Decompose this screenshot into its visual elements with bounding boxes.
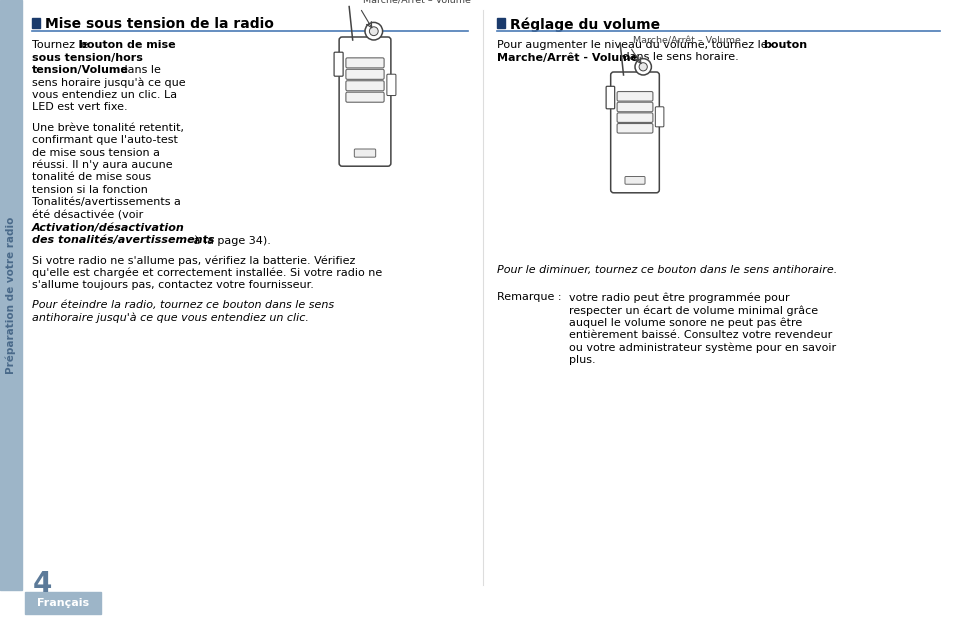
Text: Remarque :: Remarque : [497,292,561,302]
Text: dans le: dans le [117,65,161,75]
Text: sens horaire jusqu'à ce que: sens horaire jusqu'à ce que [32,77,186,88]
Text: Marche/Arrêt – Volume: Marche/Arrêt – Volume [363,0,471,6]
Text: plus.: plus. [568,355,595,365]
Text: Marche/Arrêt – Volume: Marche/Arrêt – Volume [633,36,740,45]
Text: s'allume toujours pas, contactez votre fournisseur.: s'allume toujours pas, contactez votre f… [32,280,314,290]
Text: tension/Volume: tension/Volume [32,65,129,75]
Text: Activation/désactivation: Activation/désactivation [32,222,185,232]
Text: entièrement baissé. Consultez votre revendeur: entièrement baissé. Consultez votre reve… [568,330,831,340]
Text: tension si la fonction: tension si la fonction [32,185,148,195]
Text: réussi. Il n'y aura aucune: réussi. Il n'y aura aucune [32,160,172,171]
Text: vous entendiez un clic. La: vous entendiez un clic. La [32,90,177,100]
FancyBboxPatch shape [617,124,652,133]
Bar [497,18,504,28]
Text: Pour augmenter le niveau du volume, tournez le: Pour augmenter le niveau du volume, tour… [497,40,770,50]
Text: Pour éteindre la radio, tournez ce bouton dans le sens: Pour éteindre la radio, tournez ce bouto… [32,300,334,310]
Text: de mise sous tension a: de mise sous tension a [32,148,160,158]
FancyBboxPatch shape [605,87,614,109]
Bar [32,18,40,28]
FancyBboxPatch shape [617,102,652,112]
Text: bouton de mise: bouton de mise [79,40,175,50]
Text: LED est vert fixe.: LED est vert fixe. [32,103,128,112]
Text: été désactivée (voir: été désactivée (voir [32,210,143,220]
Text: sous tension/hors: sous tension/hors [32,53,143,62]
Bar [0,0,22,590]
FancyBboxPatch shape [354,149,375,157]
Text: Tournez le: Tournez le [32,40,91,50]
Bar [25,592,101,614]
Text: antihoraire jusqu'à ce que vous entendiez un clic.: antihoraire jusqu'à ce que vous entendie… [32,313,309,323]
Text: à la page 34).: à la page 34). [190,235,271,245]
Text: dans le sens horaire.: dans le sens horaire. [618,53,738,62]
Circle shape [365,22,382,40]
Text: tonalité de mise sous: tonalité de mise sous [32,172,151,182]
FancyBboxPatch shape [346,58,384,68]
FancyBboxPatch shape [346,81,384,91]
Text: auquel le volume sonore ne peut pas être: auquel le volume sonore ne peut pas être [568,318,801,328]
Text: qu'elle est chargée et correctement installée. Si votre radio ne: qu'elle est chargée et correctement inst… [32,268,382,278]
Text: votre radio peut être programmée pour: votre radio peut être programmée pour [568,292,789,303]
FancyBboxPatch shape [655,107,663,127]
Text: Marche/Arrêt - Volume: Marche/Arrêt - Volume [497,53,638,62]
Text: Tonalités/avertissements a: Tonalités/avertissements a [32,198,181,208]
Text: respecter un écart de volume minimal grâce: respecter un écart de volume minimal grâ… [568,305,818,316]
Bar [0,590,953,618]
Text: confirmant que l'auto-test: confirmant que l'auto-test [32,135,177,145]
FancyBboxPatch shape [387,74,395,96]
Text: 4: 4 [33,570,52,598]
Text: Réglage du volume: Réglage du volume [510,17,659,32]
Text: Français: Français [37,598,89,608]
FancyBboxPatch shape [334,52,343,76]
Text: des tonalités/avertissements: des tonalités/avertissements [32,235,214,245]
Circle shape [369,27,377,36]
FancyBboxPatch shape [624,177,644,184]
Text: Préparation de votre radio: Préparation de votre radio [6,216,16,374]
FancyBboxPatch shape [346,92,384,102]
FancyBboxPatch shape [617,91,652,101]
FancyBboxPatch shape [338,37,391,166]
Text: Mise sous tension de la radio: Mise sous tension de la radio [45,17,274,31]
Text: Si votre radio ne s'allume pas, vérifiez la batterie. Vérifiez: Si votre radio ne s'allume pas, vérifiez… [32,255,355,266]
FancyBboxPatch shape [610,72,659,193]
FancyBboxPatch shape [617,113,652,122]
Circle shape [639,62,647,71]
FancyBboxPatch shape [346,69,384,79]
Text: Pour le diminuer, tournez ce bouton dans le sens antihoraire.: Pour le diminuer, tournez ce bouton dans… [497,265,837,275]
Text: bouton: bouton [762,40,806,50]
Text: ou votre administrateur système pour en savoir: ou votre administrateur système pour en … [568,342,835,353]
Circle shape [635,59,651,75]
Text: Une brève tonalité retentit,: Une brève tonalité retentit, [32,122,184,132]
